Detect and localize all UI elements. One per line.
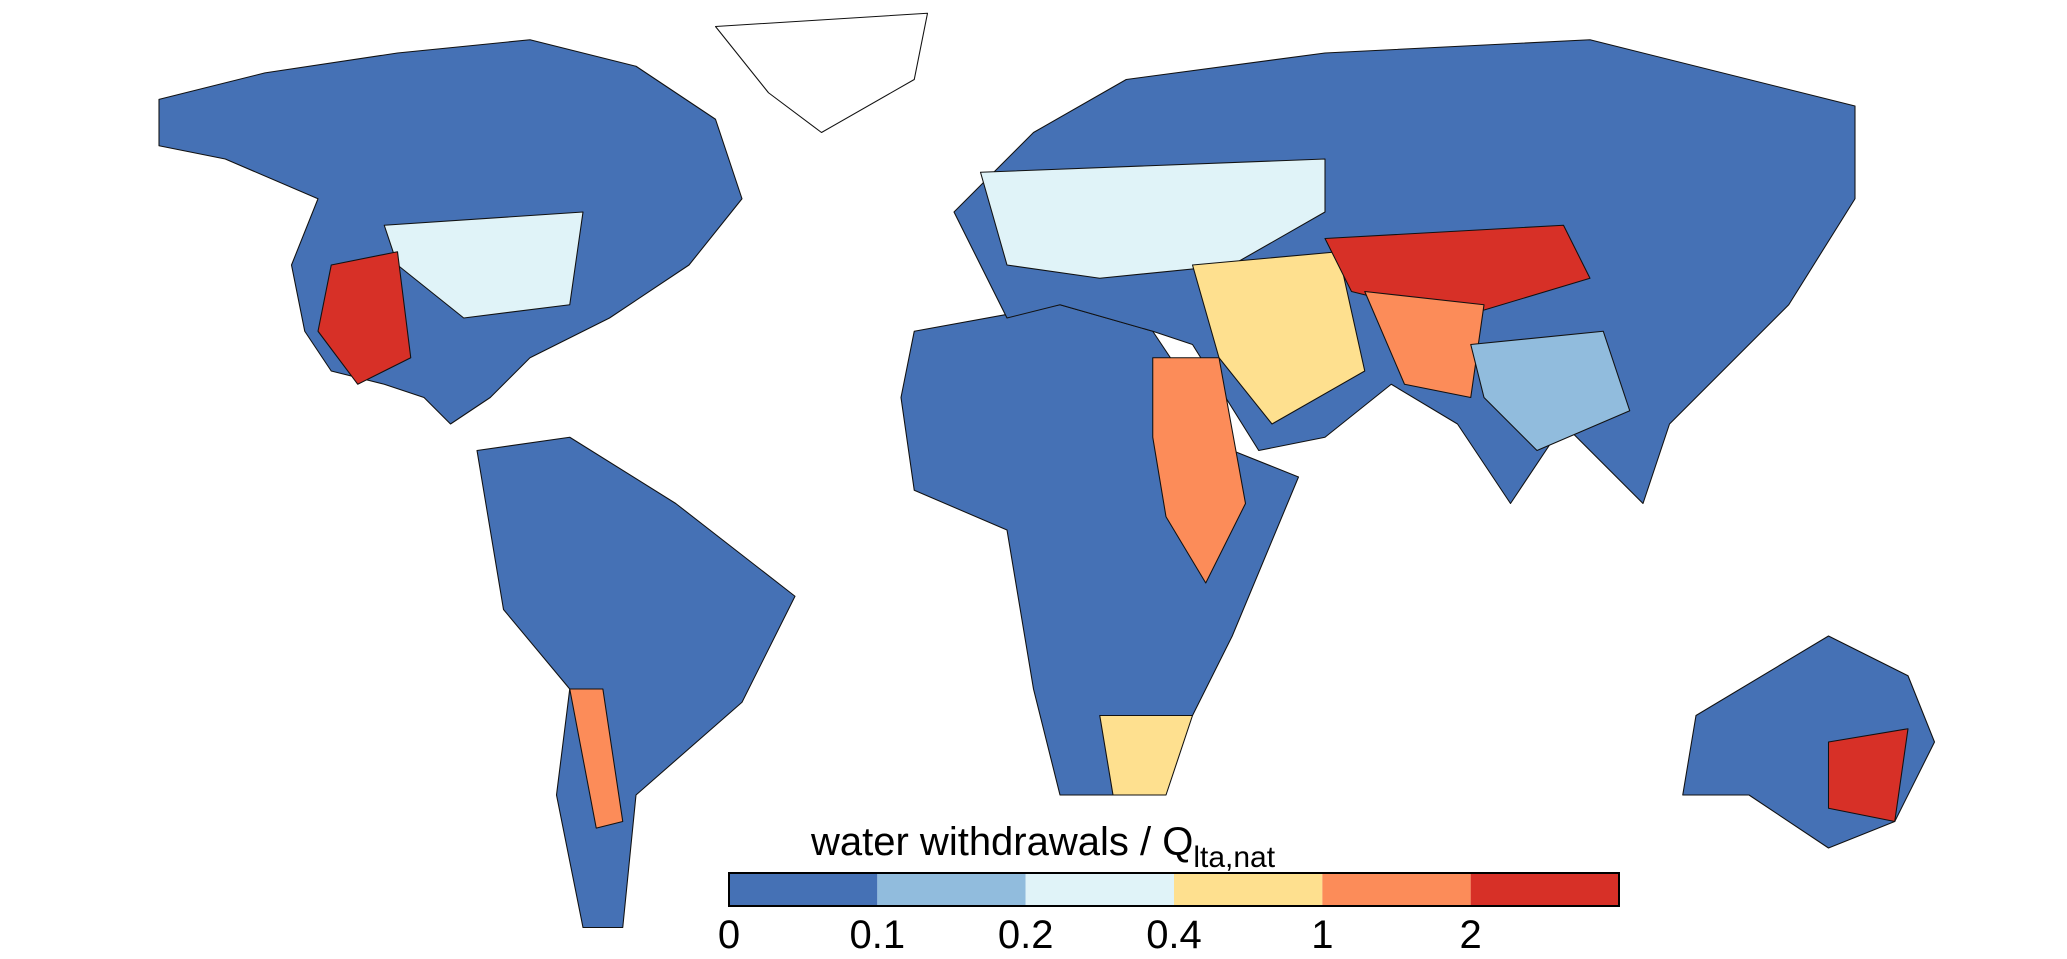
legend-swatch	[1322, 873, 1471, 906]
region-andes	[569, 688, 624, 829]
legend-tick-label: 2	[1460, 913, 1482, 957]
legend-tick-label: 0.2	[998, 913, 1054, 957]
region-india	[1470, 330, 1631, 452]
legend-swatch	[1470, 873, 1619, 906]
legend-tick-label: 0.4	[1146, 913, 1202, 957]
legend-title: water withdrawals / Qlta,nat	[810, 820, 1276, 874]
legend-tick-label: 0.1	[850, 913, 906, 957]
world-map	[158, 12, 1936, 929]
legend: 0 0.1 0.2 0.4 1 2	[718, 872, 1620, 957]
region-southern-africa	[1099, 714, 1194, 796]
legend-tick-label: 0	[718, 913, 740, 957]
legend-swatch	[877, 873, 1026, 906]
legend-title-main: water withdrawals / Q	[810, 820, 1193, 864]
legend-swatch	[1174, 873, 1323, 906]
legend-swatch	[729, 873, 878, 906]
region-south-asia	[1364, 290, 1485, 399]
greenland	[714, 12, 929, 134]
region-nile	[1152, 357, 1247, 584]
legend-title-subscript: lta,nat	[1193, 841, 1275, 874]
south-america	[476, 436, 796, 929]
legend-tick-label: 1	[1311, 913, 1333, 957]
legend-frame	[728, 872, 1620, 907]
legend-swatch	[1025, 873, 1174, 906]
region-middle-east	[1191, 251, 1366, 425]
region-murray-darling	[1827, 728, 1909, 823]
region-us-southwest	[317, 251, 412, 385]
